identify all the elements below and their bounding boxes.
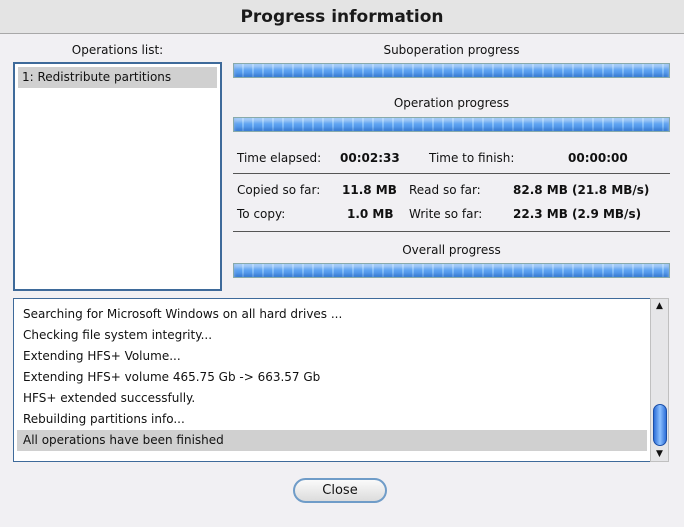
to-copy-value: 1.0 MB	[347, 207, 394, 221]
log-item-selected: All operations have been finished	[17, 430, 647, 451]
copied-value: 11.8 MB	[342, 183, 397, 197]
close-button[interactable]: Close	[293, 478, 387, 503]
divider	[233, 173, 670, 174]
operations-list[interactable]: 1: Redistribute partitions	[13, 62, 222, 291]
time-elapsed-value: 00:02:33	[340, 151, 400, 165]
log-item: Rebuilding partitions info...	[23, 412, 185, 426]
time-to-finish-value: 00:00:00	[568, 151, 628, 165]
log-scrollbar[interactable]: ▲ ▼	[650, 298, 669, 462]
read-value: 82.8 MB (21.8 MB/s)	[513, 183, 650, 197]
time-elapsed-label: Time elapsed:	[237, 151, 322, 165]
operations-list-label: Operations list:	[71, 43, 164, 57]
log-item: Extending HFS+ volume 465.75 Gb -> 663.5…	[23, 370, 321, 384]
time-to-finish-label: Time to finish:	[429, 151, 515, 165]
operation-progress-label: Operation progress	[393, 96, 510, 110]
log-item: HFS+ extended successfully.	[23, 391, 196, 405]
write-value: 22.3 MB (2.9 MB/s)	[513, 207, 642, 221]
suboperation-progress-bar	[233, 63, 670, 78]
log-list[interactable]: Searching for Microsoft Windows on all h…	[13, 298, 651, 462]
operation-item[interactable]: 1: Redistribute partitions	[18, 67, 217, 88]
log-item: Extending HFS+ Volume...	[23, 349, 181, 363]
overall-progress-label: Overall progress	[402, 243, 501, 257]
scroll-down-arrow-icon[interactable]: ▼	[656, 449, 663, 459]
scrollbar-thumb[interactable]	[653, 404, 667, 446]
read-label: Read so far:	[409, 183, 481, 197]
operation-progress-bar	[233, 117, 670, 132]
overall-progress-bar	[233, 263, 670, 278]
log-item: Searching for Microsoft Windows on all h…	[23, 307, 343, 321]
divider	[233, 231, 670, 232]
suboperation-progress-label: Suboperation progress	[383, 43, 520, 57]
to-copy-label: To copy:	[237, 207, 286, 221]
dialog-title: Progress information	[0, 0, 684, 34]
scroll-up-arrow-icon[interactable]: ▲	[656, 301, 663, 311]
log-item: Checking file system integrity...	[23, 328, 213, 342]
write-label: Write so far:	[409, 207, 483, 221]
copied-label: Copied so far:	[237, 183, 321, 197]
